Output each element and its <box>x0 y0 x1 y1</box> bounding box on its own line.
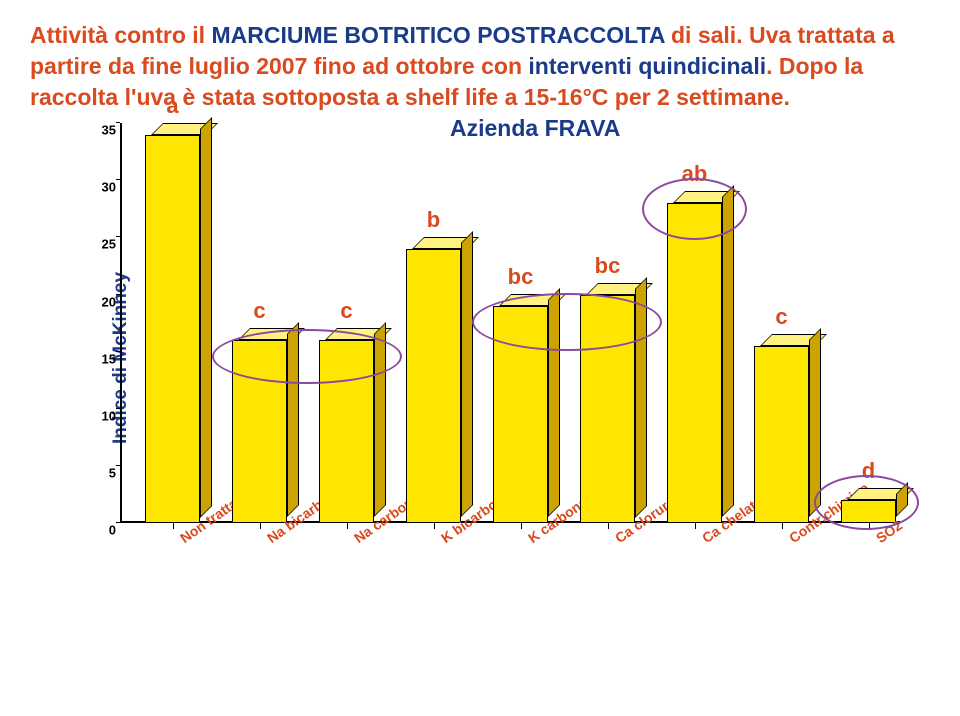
chart-container: Azienda FRAVA Indice di McKinney 0510152… <box>90 123 930 593</box>
x-tick-label: Ca chelato <box>699 533 708 546</box>
y-tick-label: 30 <box>92 180 116 195</box>
bar: a <box>145 135 200 524</box>
y-tick-label: 0 <box>92 523 116 538</box>
x-tick-label: K bicarbonato <box>438 533 447 546</box>
bar: ab <box>667 203 722 523</box>
x-tick-label: Contr.chimico <box>786 533 795 546</box>
bar-value-label: c <box>232 298 287 324</box>
y-tick-label: 25 <box>92 237 116 252</box>
y-tick-label: 15 <box>92 351 116 366</box>
x-tick-label: Na carbonato <box>351 533 360 546</box>
plot-area: 05101520253035aNon trattatocNa bicarbona… <box>120 123 900 523</box>
y-tick-label: 20 <box>92 294 116 309</box>
x-tick-label: Na bicarbonato <box>264 533 273 546</box>
x-tick-label: Non trattato <box>177 533 186 546</box>
highlight-ellipse <box>472 293 662 351</box>
bar-value-label: c <box>754 304 809 330</box>
x-tick-label: SO2 <box>873 533 882 546</box>
y-tick-label: 10 <box>92 408 116 423</box>
highlight-ellipse <box>212 329 402 384</box>
y-tick-label: 5 <box>92 466 116 481</box>
bar-value-label: a <box>145 93 200 119</box>
bar: c <box>754 346 809 523</box>
bar-value-label: bc <box>493 264 548 290</box>
highlight-ellipse <box>814 475 919 530</box>
bar-value-label: b <box>406 207 461 233</box>
highlight-ellipse <box>642 178 747 240</box>
y-tick-label: 35 <box>92 123 116 138</box>
x-tick-label: Ca cloruro <box>612 533 621 546</box>
bar-value-label: c <box>319 298 374 324</box>
bar-value-label: bc <box>580 253 635 279</box>
bar: b <box>406 249 461 523</box>
x-tick-label: K carbonato <box>525 533 534 546</box>
y-axis-line <box>120 123 122 523</box>
